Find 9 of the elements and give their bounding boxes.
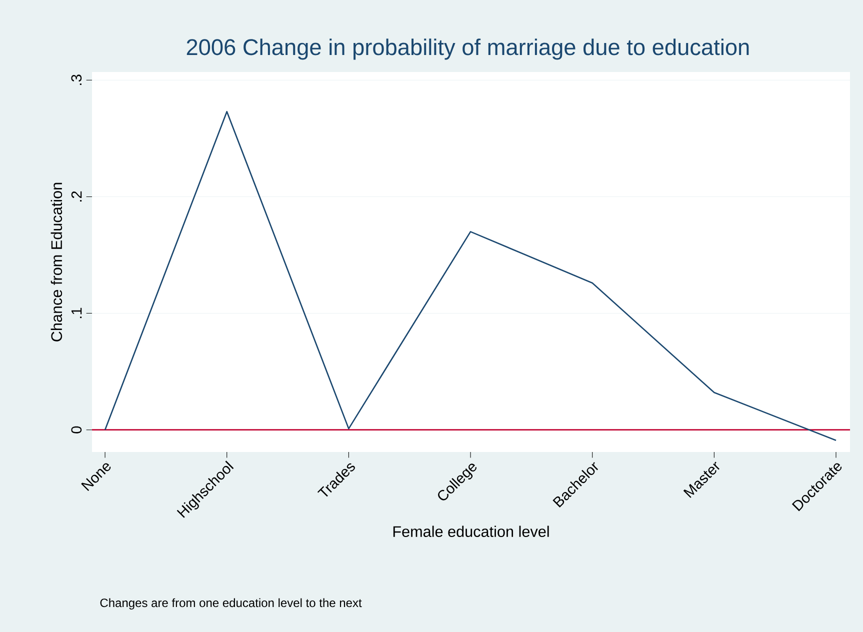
y-tick-label: .3	[71, 74, 82, 85]
text: Changes are from one education level to the next	[100, 598, 362, 610]
y-tick-label: .1	[72, 308, 82, 318]
y-tick-label: .2	[71, 191, 82, 202]
line-series	[104, 110, 837, 442]
y-axis-title: Chance from Education	[50, 182, 62, 342]
y-tick-label: 0	[71, 426, 82, 434]
chart-title: 2006 Change in probability of marriage due to education	[186, 38, 749, 60]
x-axis-title: Female education level	[393, 526, 549, 538]
